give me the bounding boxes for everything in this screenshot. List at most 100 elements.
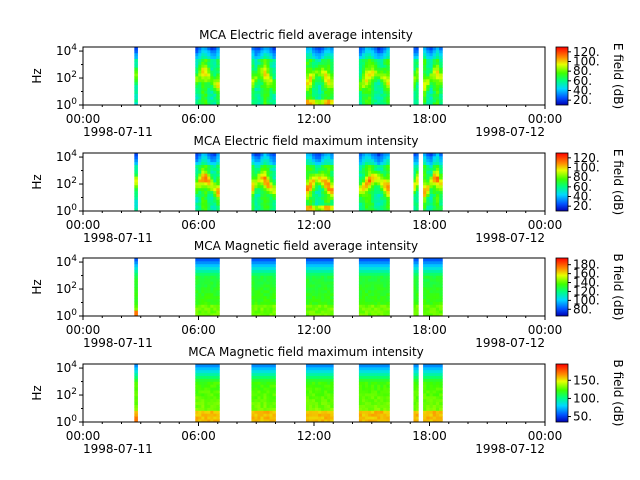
spectrogram-cell [312,99,316,103]
spectrogram-cell [315,287,319,291]
spectrogram-cell [195,298,199,302]
spectrogram-cell [435,410,440,414]
spectrogram-cell [195,182,199,186]
spectrogram-cell [386,384,390,388]
spectrogram-cell [321,413,325,417]
spectrogram-cell [327,205,331,209]
spectrogram-cell [432,64,437,68]
spectrogram-cell [365,173,369,177]
spectrogram-cell [272,310,276,314]
spectrogram-cell [269,310,273,314]
spectrogram-cell [309,390,313,394]
spectrogram-cell [254,272,258,276]
spectrogram-cell [305,378,310,382]
spectrogram-cell [374,393,378,397]
spectrogram-cell [251,307,255,311]
spectrogram-cell [368,398,372,403]
spectrogram-cell [426,372,430,376]
spectrogram-cell [318,395,322,400]
spectrogram-cell [269,269,273,273]
spectrogram-cell [213,190,217,194]
spectrogram-cell [321,384,325,388]
spectrogram-cell [383,167,387,171]
spectrogram-cell [305,313,310,317]
spectrogram-cell [260,167,264,171]
spectrogram-cell [327,87,331,91]
spectrogram-cell [386,199,390,203]
spectrogram-cell [365,393,369,397]
spectrogram-cell [315,64,319,68]
spectrogram-cell [327,258,331,262]
spectrogram-cell [423,378,427,382]
x-tick-label: 00:00 [528,323,563,337]
spectrogram-cell [361,73,366,77]
spectrogram-cell [383,401,387,405]
spectrogram-cell [380,187,384,192]
spectrogram-cell [386,55,390,59]
spectrogram-cell [368,190,372,194]
spectrogram-cell [305,295,310,299]
spectrogram-cell [207,164,211,168]
spectrogram-cell [263,55,267,59]
spectrogram-cell [254,70,258,74]
spectrogram-cell [266,372,270,376]
spectrogram-cell [251,184,255,189]
spectrogram-cell [371,96,375,100]
spectrogram-cell [305,70,310,74]
spectrogram-cell [315,176,319,180]
spectrogram-cell [415,184,419,189]
spectrogram-cell [210,55,214,59]
spectrogram-cell [386,407,390,411]
spectrogram-cell [324,170,328,174]
spectrogram-cell [377,404,381,408]
spectrogram-cell [429,292,434,297]
spectrogram-cell [134,176,138,180]
spectrogram-cell [210,287,214,291]
spectrogram-cell [358,287,363,291]
spectrogram-cell [216,384,220,388]
spectrogram-cell [213,304,217,308]
spectrogram-cell [210,67,214,71]
spectrogram-cell [374,310,378,314]
spectrogram-cell [423,307,427,311]
spectrogram-cell [386,404,390,408]
y-tick-label: 100 [56,308,77,323]
spectrogram-cell [321,310,325,314]
spectrogram-cell [134,384,138,388]
spectrogram-cell [260,78,264,83]
spectrogram-cell [371,390,375,394]
spectrogram-cell [195,64,199,68]
spectrogram-cell [324,76,328,80]
spectrogram-cell [134,375,138,379]
spectrogram-cell [251,272,255,276]
spectrogram-cell [198,58,202,62]
spectrogram-cell [309,67,313,71]
spectrogram-cell [361,304,366,308]
spectrogram-cell [368,393,372,397]
spectrogram-cell [361,193,366,197]
spectrogram-cell [257,384,261,388]
spectrogram-cell [216,275,220,279]
spectrogram-cell [263,313,267,317]
x-tick-label: 18:00 [412,112,447,126]
spectrogram-cell [429,266,434,270]
spectrogram-cell [260,313,264,317]
spectrogram-cell [377,375,381,379]
spectrogram-cell [263,266,267,270]
spectrogram-cell [383,55,387,59]
spectrogram-cell [315,102,319,106]
spectrogram-cell [374,301,378,305]
spectrogram-cell [321,304,325,308]
spectrogram-cell [377,96,381,100]
spectrogram-cell [204,70,208,74]
spectrogram-cell [201,73,205,77]
spectrogram-cell [439,173,443,177]
spectrogram-cell [415,381,419,385]
spectrogram-cell [413,366,417,371]
spectrogram-cell [260,182,264,186]
spectrogram-cell [386,67,390,71]
spectrogram-cell [260,93,264,97]
spectrogram-cell [435,284,440,288]
spectrogram-cell [260,310,264,314]
spectrogram-cell [318,49,322,54]
